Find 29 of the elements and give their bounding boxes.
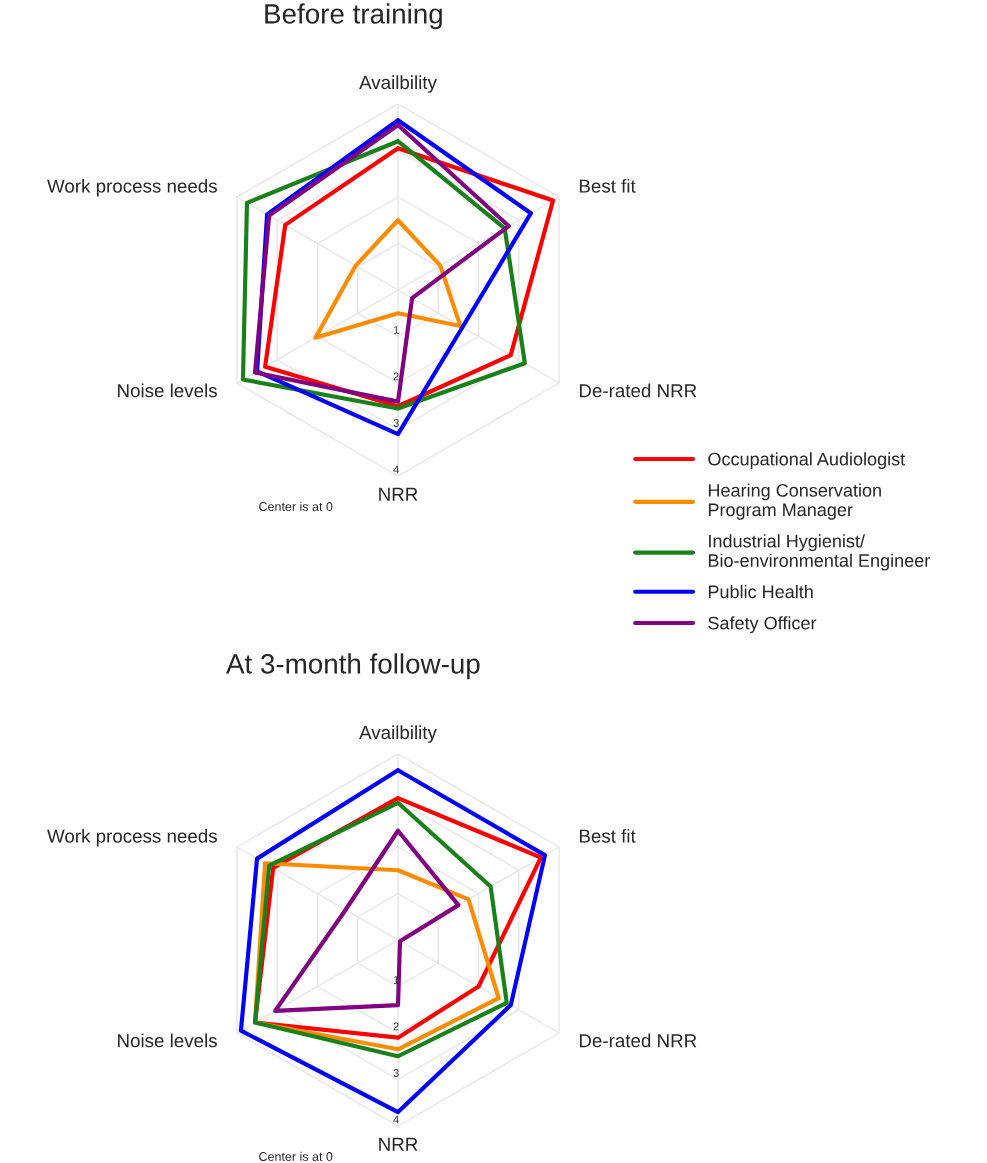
y-tick-label: 4 (393, 465, 399, 474)
legend-label: Industrial Hygienist/ Bio-environmental Engineer (708, 534, 930, 571)
y-tick-label: 2 (393, 1022, 399, 1031)
spoke-label: Best fit (579, 828, 636, 843)
spoke-label: Noise levels (118, 383, 217, 398)
spoke-label: Best fit (579, 178, 636, 193)
spoke-label: Availbility (359, 75, 437, 93)
chart-title: Before training (265, 3, 442, 30)
spoke-label: Availbility (359, 725, 437, 743)
y-tick-label: 3 (393, 1069, 399, 1077)
y-tick-label: 4 (393, 1115, 399, 1124)
spoke-label: NRR (379, 487, 418, 501)
spoke-label: Work process needs (47, 828, 217, 847)
legend-label: Hearing Conservation Program Manager (708, 483, 881, 520)
y-tick-label: 3 (393, 419, 399, 427)
spoke-label: De-rated NRR (579, 1033, 697, 1048)
spoke-label: NRR (379, 1137, 418, 1151)
spoke-label: Noise levels (118, 1033, 217, 1048)
legend-label: Safety Officer (708, 616, 817, 634)
y-tick-label: 1 (393, 326, 399, 334)
chart-title: At 3-month follow-up (226, 653, 480, 680)
text: Center is at 0 (259, 501, 333, 511)
y-tick-label: 2 (393, 372, 399, 381)
spoke-label: Work process needs (47, 178, 217, 197)
text: Center is at 0 (259, 1151, 333, 1161)
legend-label: Public Health (708, 584, 813, 599)
legend-label: Occupational Audiologist (708, 452, 906, 470)
spoke-label: De-rated NRR (579, 383, 697, 398)
y-tick-label: 1 (393, 976, 399, 984)
